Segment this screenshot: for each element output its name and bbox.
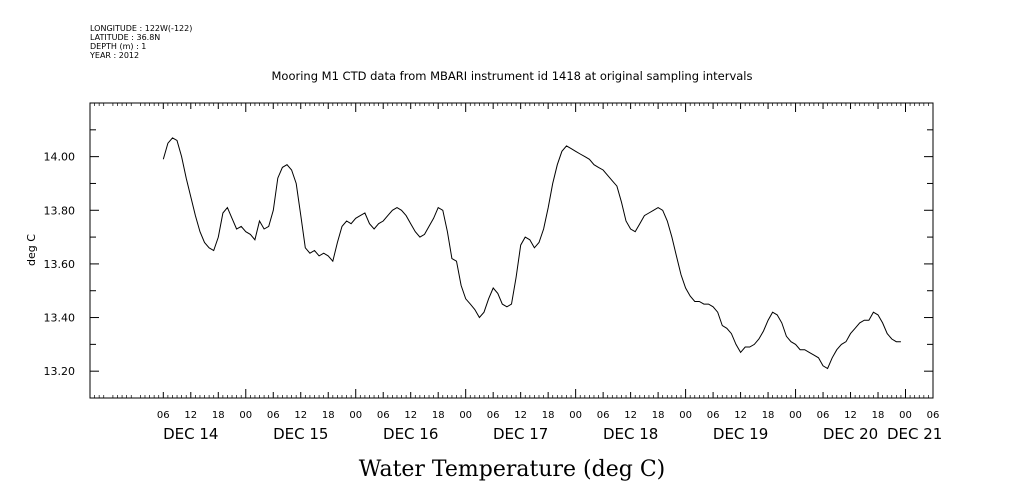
x-tick-label: 06 xyxy=(597,410,610,421)
y-tick-label: 14.00 xyxy=(44,151,76,164)
x-tick-label: 00 xyxy=(239,410,252,421)
x-tick-label: 18 xyxy=(762,410,775,421)
x-tick-label: 00 xyxy=(349,410,362,421)
x-tick-label: 00 xyxy=(899,410,912,421)
x-tick-label: 12 xyxy=(844,410,857,421)
x-tick-label: 06 xyxy=(927,410,940,421)
x-tick-label: 18 xyxy=(322,410,335,421)
x-day-label: DEC 17 xyxy=(493,425,548,443)
x-tick-label: 18 xyxy=(652,410,665,421)
y-tick-label: 13.40 xyxy=(44,312,76,325)
x-tick-label: 12 xyxy=(184,410,197,421)
x-tick-label: 06 xyxy=(377,410,390,421)
meta-latitude: LATITUDE : 36.8N xyxy=(90,33,160,42)
chart-title: Mooring M1 CTD data from MBARI instrumen… xyxy=(272,69,753,83)
x-day-label: DEC 18 xyxy=(603,425,658,443)
series-line-water-temperature xyxy=(162,137,901,370)
x-tick-label: 18 xyxy=(432,410,445,421)
x-tick-label: 00 xyxy=(459,410,472,421)
y-tick-label: 13.20 xyxy=(44,365,76,378)
x-day-label: DEC 21 xyxy=(887,425,942,443)
x-tick-label: 00 xyxy=(569,410,582,421)
x-tick-label: 00 xyxy=(679,410,692,421)
x-tick-label: 06 xyxy=(707,410,720,421)
x-tick-label: 00 xyxy=(789,410,802,421)
y-tick-label: 13.80 xyxy=(44,204,76,217)
x-day-label: DEC 15 xyxy=(273,425,328,443)
x-tick-label: 06 xyxy=(267,410,280,421)
x-day-label: DEC 19 xyxy=(713,425,768,443)
x-tick-label: 12 xyxy=(514,410,527,421)
x-tick-label: 06 xyxy=(157,410,170,421)
y-axis: 14.00 13.80 13.60 13.40 13.20 xyxy=(44,102,933,399)
x-axis-label: Water Temperature (deg C) xyxy=(359,457,666,482)
y-axis-label: deg C xyxy=(25,234,38,266)
x-tick-label: 18 xyxy=(872,410,885,421)
x-tick-label: 06 xyxy=(817,410,830,421)
x-day-label: DEC 20 xyxy=(823,425,878,443)
x-tick-label: 12 xyxy=(734,410,747,421)
x-axis: 06 12 18 00 06 12 18 00 06 12 18 00 06 12 18 00 06 12 18 00… xyxy=(157,103,942,443)
minor-ticks xyxy=(89,103,929,398)
x-day-label: DEC 14 xyxy=(163,425,218,443)
x-tick-label: 06 xyxy=(487,410,500,421)
y-tick-label: 13.60 xyxy=(44,258,76,271)
x-tick-label: 18 xyxy=(542,410,555,421)
metadata-block: LONGITUDE : 122W(-122) LATITUDE : 36.8N … xyxy=(89,24,192,60)
meta-depth: DEPTH (m) : 1 xyxy=(90,42,146,51)
x-tick-label: 12 xyxy=(624,410,637,421)
meta-longitude: LONGITUDE : 122W(-122) xyxy=(90,24,192,33)
plot-frame xyxy=(89,102,934,399)
meta-year: YEAR : 2012 xyxy=(89,51,139,60)
x-day-label: DEC 16 xyxy=(383,425,438,443)
x-tick-label: 12 xyxy=(294,410,307,421)
x-tick-label: 18 xyxy=(212,410,225,421)
x-tick-label: 12 xyxy=(404,410,417,421)
